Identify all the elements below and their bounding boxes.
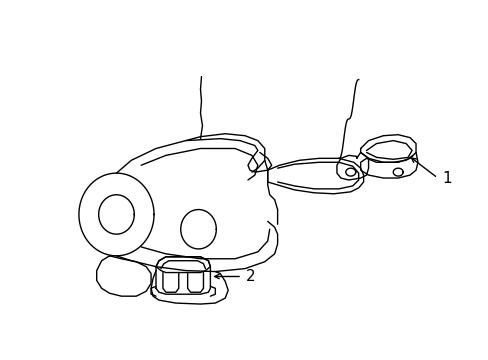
Text: 2: 2	[245, 269, 255, 284]
Text: 1: 1	[442, 171, 451, 185]
